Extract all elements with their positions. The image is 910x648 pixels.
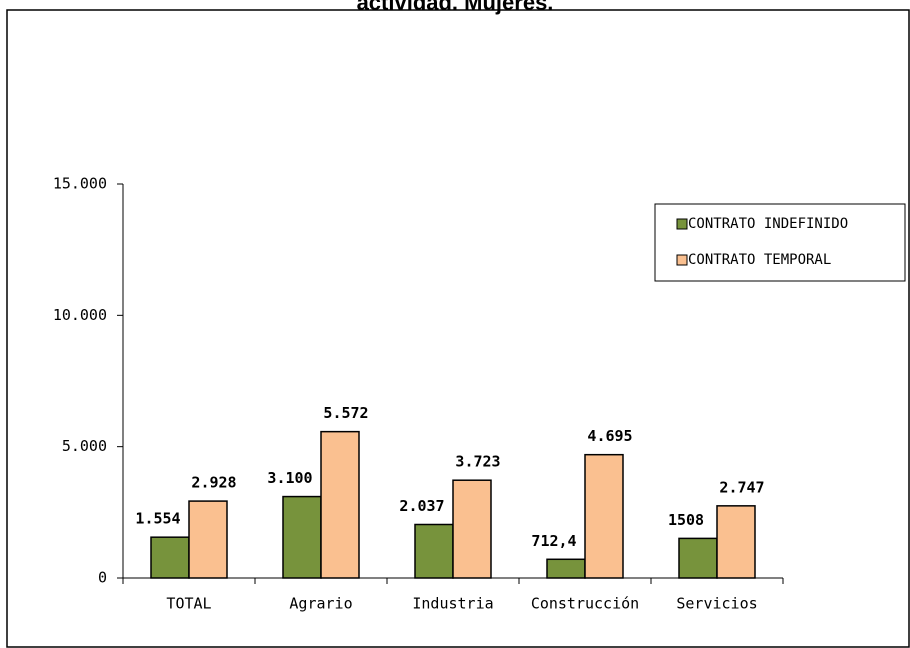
chart-title: actividad. Mujeres. [357, 0, 554, 15]
bar [320, 430, 360, 579]
value-label: 1.554 [135, 510, 180, 528]
value-label: 2.928 [191, 474, 236, 492]
value-label: 2.037 [399, 497, 444, 515]
legend-label: CONTRATO INDEFINIDO [688, 216, 848, 232]
value-label: 5.572 [323, 404, 368, 422]
value-label: 1508 [668, 511, 704, 529]
x-tick-label: Industria [412, 595, 493, 613]
x-tick-label: Construcción [531, 595, 639, 613]
y-tick-label: 5.000 [62, 437, 107, 455]
value-label: 3.100 [267, 469, 312, 487]
value-label: 4.695 [587, 427, 632, 445]
bar [716, 505, 756, 579]
legend-box [654, 203, 906, 282]
legend-label: CONTRATO TEMPORAL [688, 252, 831, 268]
y-tick-label: 0 [98, 569, 107, 587]
legend-swatch [676, 218, 688, 230]
legend-swatch [676, 254, 688, 266]
x-tick-label: TOTAL [166, 595, 211, 613]
value-label: 712,4 [531, 532, 576, 550]
x-tick-label: Agrario [289, 595, 352, 613]
bar [452, 479, 492, 579]
bar [414, 523, 454, 579]
x-tick-label: Servicios [676, 595, 757, 613]
value-label: 2.747 [719, 478, 764, 496]
value-label: 3.723 [455, 453, 500, 471]
bar [150, 536, 190, 579]
y-tick-label: 10.000 [53, 306, 107, 324]
bar [188, 500, 228, 579]
bar [282, 495, 322, 579]
bar [678, 537, 718, 579]
y-tick-label: 15.000 [53, 175, 107, 193]
bar [546, 558, 586, 579]
bar [584, 453, 624, 579]
